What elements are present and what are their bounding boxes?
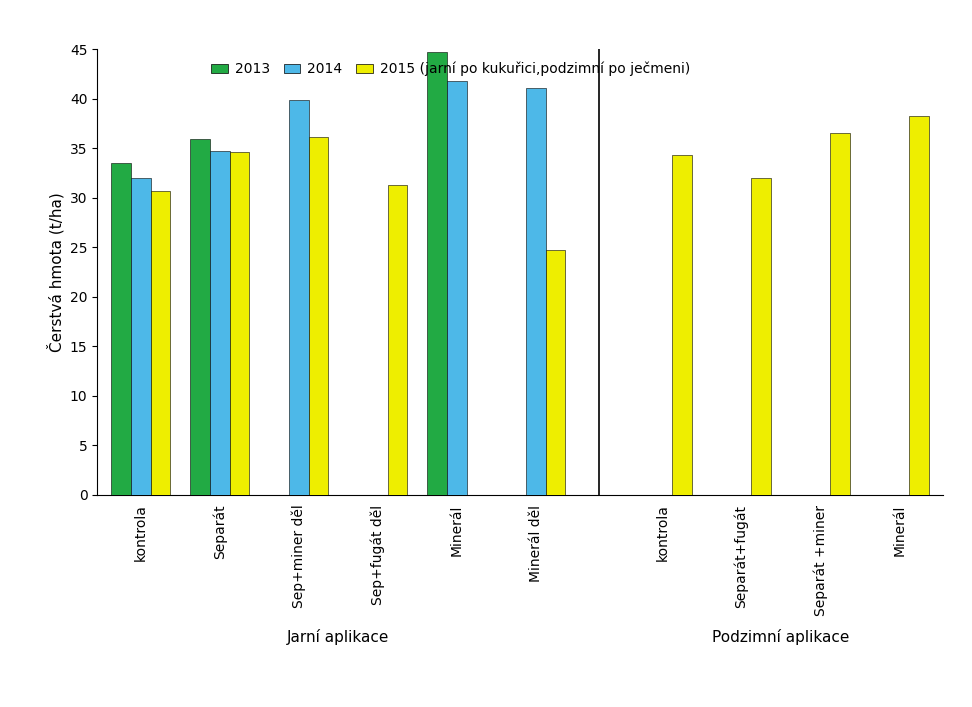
Text: Jarní aplikace: Jarní aplikace bbox=[287, 629, 390, 645]
Bar bbox=[526, 88, 545, 495]
Legend: 2013, 2014, 2015 (jarní po kukuřici,podzimní po ječmeni): 2013, 2014, 2015 (jarní po kukuřici,podz… bbox=[206, 57, 696, 82]
Text: Podzimní aplikace: Podzimní aplikace bbox=[712, 629, 850, 645]
Bar bbox=[545, 250, 566, 495]
Bar bbox=[447, 81, 467, 495]
Bar bbox=[830, 133, 850, 495]
Bar bbox=[427, 52, 447, 495]
Bar bbox=[229, 153, 250, 495]
Bar bbox=[909, 116, 929, 495]
Bar bbox=[210, 151, 229, 495]
Bar bbox=[131, 178, 151, 495]
Bar bbox=[751, 178, 771, 495]
Bar bbox=[151, 191, 170, 495]
Bar bbox=[388, 185, 407, 495]
Bar bbox=[673, 156, 692, 495]
Bar bbox=[191, 139, 210, 495]
Bar bbox=[111, 163, 131, 495]
Bar bbox=[308, 136, 329, 495]
Bar bbox=[289, 100, 308, 495]
Y-axis label: Čerstvá hmota (t/ha): Čerstvá hmota (t/ha) bbox=[47, 192, 64, 352]
